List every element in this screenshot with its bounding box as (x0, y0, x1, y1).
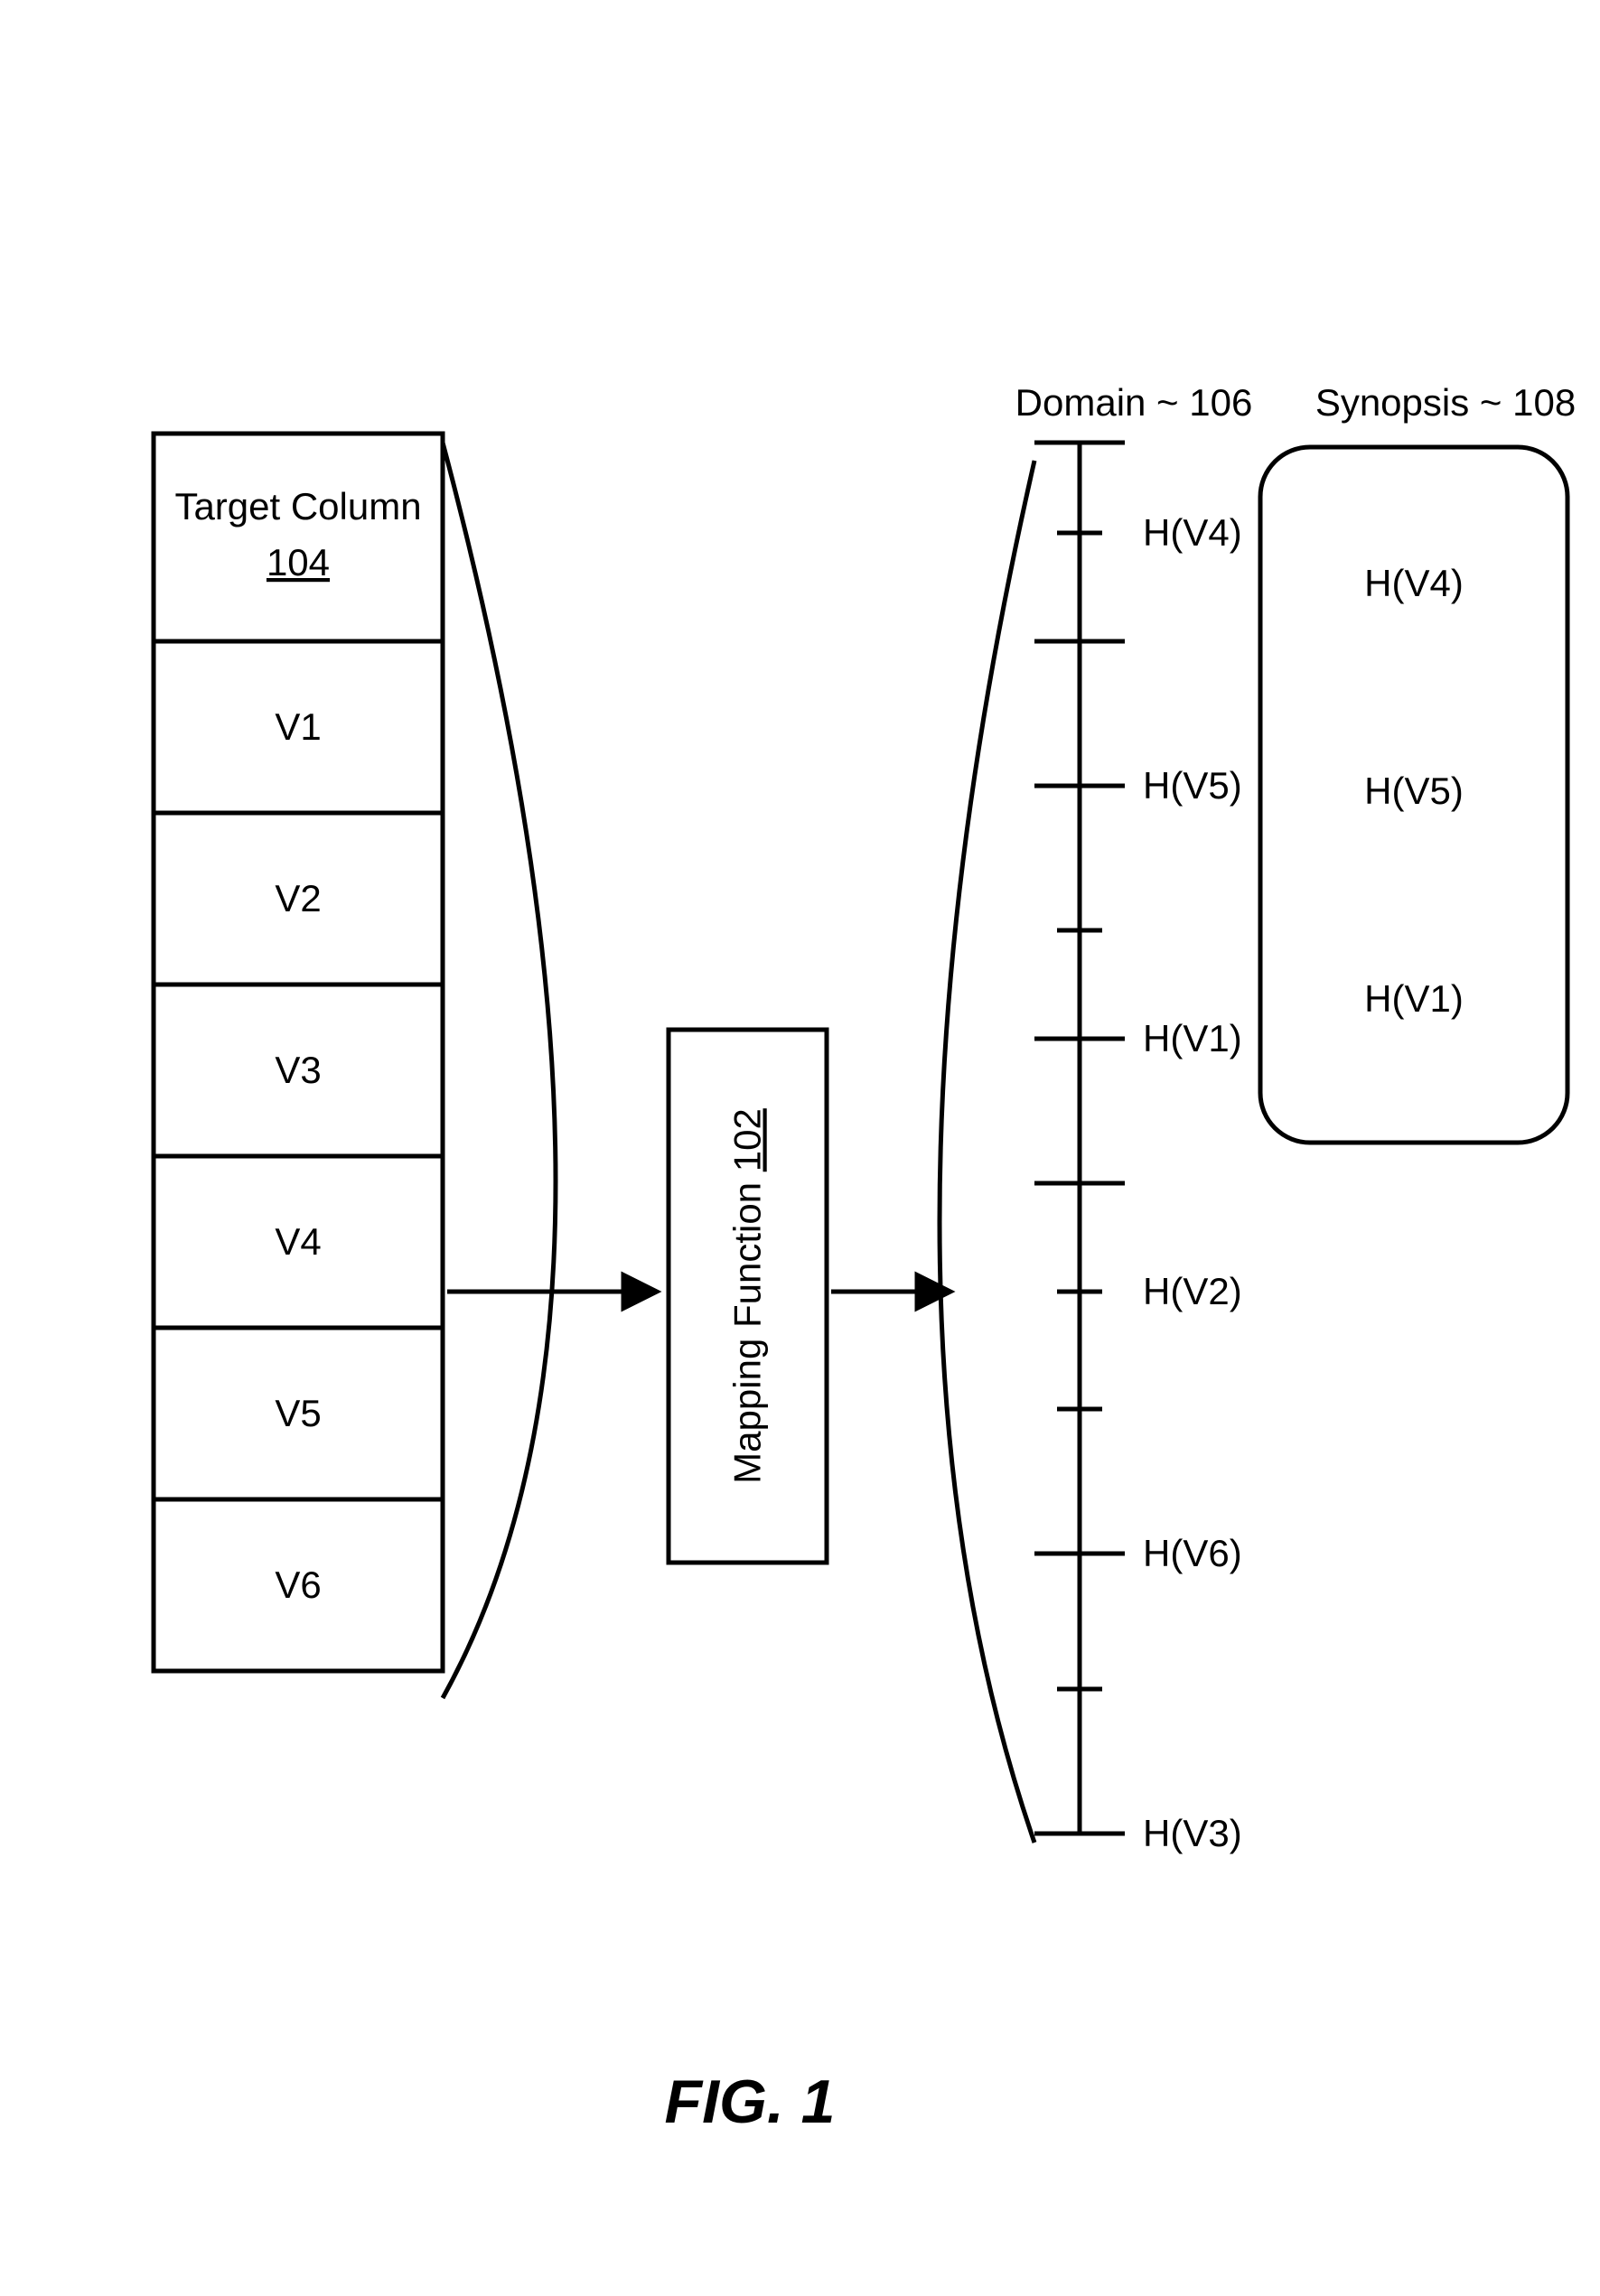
synopsis-label: Synopsis ~ 108 (1315, 381, 1576, 424)
target-column-cell: V5 (275, 1392, 321, 1434)
domain-axis: Domain ~ 106 H(V4) H(V5) H(V1) H(V2) H(V6) H(V… (1015, 381, 1253, 1854)
target-column-cell: V6 (275, 1563, 321, 1606)
figure-label: FIG. 1 (665, 2067, 836, 2136)
domain-tick-label: H(V4) (1143, 511, 1242, 554)
target-column-number: 104 (267, 541, 330, 583)
domain-tick-label: H(V5) (1143, 764, 1242, 807)
synopsis: Synopsis ~ 108 H(V4) H(V5) H(V1) (1260, 381, 1576, 1143)
domain-tick-label: H(V1) (1143, 1017, 1242, 1059)
domain-arc (940, 461, 1034, 1843)
domain-tick-label: H(V3) (1143, 1812, 1242, 1854)
target-column-cell: V2 (275, 877, 321, 919)
domain-tick-label: H(V2) (1143, 1270, 1242, 1312)
domain-label: Domain ~ 106 (1015, 381, 1253, 424)
target-column-title: Target Column (174, 485, 421, 527)
synopsis-item: H(V4) (1364, 562, 1464, 604)
column-arc (443, 443, 556, 1698)
target-column-cell: V3 (275, 1049, 321, 1091)
synopsis-item: H(V1) (1364, 977, 1464, 1020)
mapping-function-box: Mapping Function 102 (669, 1030, 827, 1563)
mapping-function-label: Mapping Function 102 (726, 1108, 769, 1484)
target-column-cell: V4 (275, 1220, 321, 1263)
target-column: Target Column 104 V1 V2 V3 V4 V5 V6 (154, 434, 443, 1671)
synopsis-item: H(V5) (1364, 770, 1464, 812)
domain-tick-label: H(V6) (1143, 1532, 1242, 1574)
target-column-cell: V1 (275, 705, 321, 748)
